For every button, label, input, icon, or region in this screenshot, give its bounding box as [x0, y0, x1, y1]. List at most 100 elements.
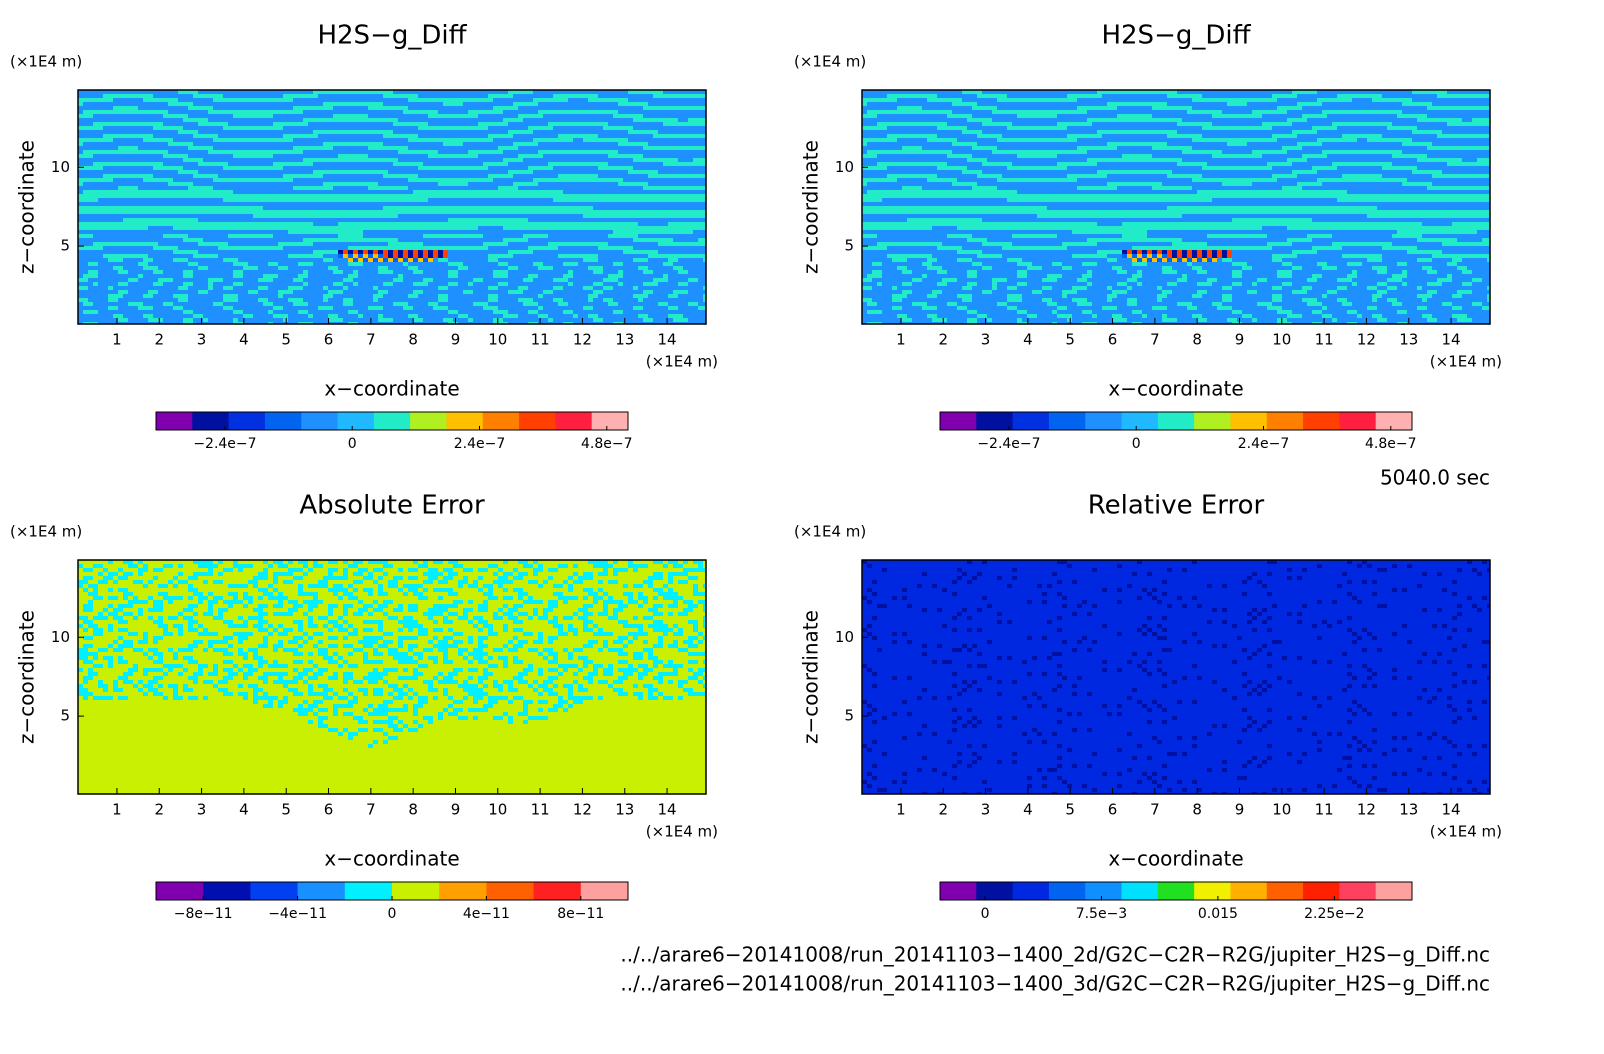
x-tick-label: 8	[1192, 331, 1202, 349]
y-axis-label: z−coordinate	[799, 140, 823, 274]
colorbar-level	[580, 882, 629, 900]
colorbar-level	[1157, 412, 1195, 430]
field	[338, 254, 428, 262]
y-unit: (×1E4 m)	[10, 53, 82, 71]
colorbar-tick-label: 0.015	[1198, 906, 1238, 922]
x-tick-label: 5	[1065, 331, 1075, 349]
x-tick-label: 4	[239, 331, 249, 349]
x-tick-label: 14	[1442, 801, 1461, 819]
x-tick-label: 2	[154, 801, 164, 819]
x-unit: (×1E4 m)	[1430, 353, 1502, 371]
colorbar-level	[1303, 882, 1340, 900]
x-tick-label: 4	[239, 801, 249, 819]
y-tick-label: 5	[844, 707, 854, 725]
x-tick-label: 10	[488, 331, 507, 349]
colorbar-frame	[939, 411, 1413, 431]
colorbar-level	[156, 412, 193, 430]
time-label: 5040.0 sec	[1380, 466, 1490, 490]
colorbar-tick-label: 0	[388, 906, 397, 922]
y-unit: (×1E4 m)	[794, 523, 866, 541]
colorbar-level	[482, 412, 520, 430]
colorbar-tick-label: 4.8e−7	[1365, 436, 1417, 452]
x-tick-label: 12	[1357, 331, 1376, 349]
x-tick-label: 7	[366, 801, 376, 819]
colorbar-tick-label: −8e−11	[174, 906, 233, 922]
x-tick-label: 13	[1399, 331, 1418, 349]
x-tick-label: 12	[573, 801, 592, 819]
field	[1122, 254, 1212, 262]
field	[78, 560, 706, 794]
colorbar-level	[1266, 882, 1304, 900]
colorbar-tick-label: −4e−11	[268, 906, 327, 922]
x-tick-label: 7	[1150, 801, 1160, 819]
x-tick-label: 2	[154, 331, 164, 349]
x-tick-label: 14	[658, 331, 677, 349]
colorbar-level	[1157, 882, 1195, 900]
plot-frame	[861, 559, 1491, 795]
field	[1122, 250, 1227, 258]
colorbar-level	[1085, 412, 1123, 430]
x-tick-label: 6	[1108, 331, 1118, 349]
x-tick-label: 6	[1108, 801, 1118, 819]
x-unit: (×1E4 m)	[646, 353, 718, 371]
x-axis-label: x−coordinate	[324, 847, 459, 871]
x-tick-label: 8	[1192, 801, 1202, 819]
y-tick-label: 10	[835, 158, 854, 176]
x-tick-label: 1	[896, 801, 906, 819]
plot-frame	[77, 89, 707, 325]
panel: Relative Error (×1E4 m) (×1E4 m) x−coordina…	[794, 491, 1502, 923]
y-tick-label: 10	[835, 628, 854, 646]
field	[1127, 250, 1232, 258]
colorbar-level	[1194, 882, 1231, 900]
colorbar-tick-label: 8e−11	[557, 906, 604, 922]
x-tick-label: 1	[896, 331, 906, 349]
x-tick-label: 5	[281, 801, 291, 819]
colorbar-level	[1121, 412, 1159, 430]
x-tick-label: 11	[531, 331, 550, 349]
colorbar-level	[591, 412, 629, 430]
colorbar-level	[1266, 412, 1304, 430]
colorbar-level	[1375, 412, 1413, 430]
colorbar-level	[940, 412, 977, 430]
field	[338, 250, 443, 258]
colorbar-level	[1048, 412, 1086, 430]
y-unit: (×1E4 m)	[794, 53, 866, 71]
x-tick-label: 6	[324, 331, 334, 349]
panel: Absolute Error (×1E4 m) (×1E4 m) x−coordina…	[10, 491, 718, 923]
colorbar-level	[344, 882, 393, 900]
colorbar-level	[156, 882, 204, 900]
colorbar-level	[519, 412, 556, 430]
colorbar-level	[533, 882, 582, 900]
colorbar-level	[976, 412, 1014, 430]
colorbar-level	[1012, 412, 1050, 430]
colorbar-level	[228, 412, 266, 430]
field	[862, 90, 1490, 324]
colorbar-tick-label: 4e−11	[463, 906, 510, 922]
x-tick-label: 12	[1357, 801, 1376, 819]
colorbar-level	[1230, 882, 1268, 900]
x-tick-label: 1	[112, 801, 122, 819]
x-tick-label: 9	[451, 331, 461, 349]
colorbar-level	[940, 882, 977, 900]
colorbar-level	[446, 412, 484, 430]
colorbar-level	[192, 412, 230, 430]
panel-title: Relative Error	[1088, 491, 1265, 521]
x-axis-label: x−coordinate	[1108, 847, 1243, 871]
colorbar-level	[1048, 882, 1086, 900]
x-tick-label: 3	[197, 331, 207, 349]
colorbar-frame	[155, 411, 629, 431]
x-tick-label: 9	[451, 801, 461, 819]
x-tick-label: 7	[366, 331, 376, 349]
colorbar-tick-label: −2.4e−7	[193, 436, 256, 452]
x-tick-label: 3	[981, 331, 991, 349]
x-tick-label: 5	[281, 331, 291, 349]
x-tick-label: 3	[981, 801, 991, 819]
y-tick-label: 10	[51, 158, 70, 176]
colorbar-level	[1085, 882, 1123, 900]
x-axis-label: x−coordinate	[324, 377, 459, 401]
x-tick-label: 2	[938, 331, 948, 349]
colorbar-level	[250, 882, 299, 900]
y-tick-label: 5	[844, 237, 854, 255]
x-tick-label: 10	[1272, 801, 1291, 819]
